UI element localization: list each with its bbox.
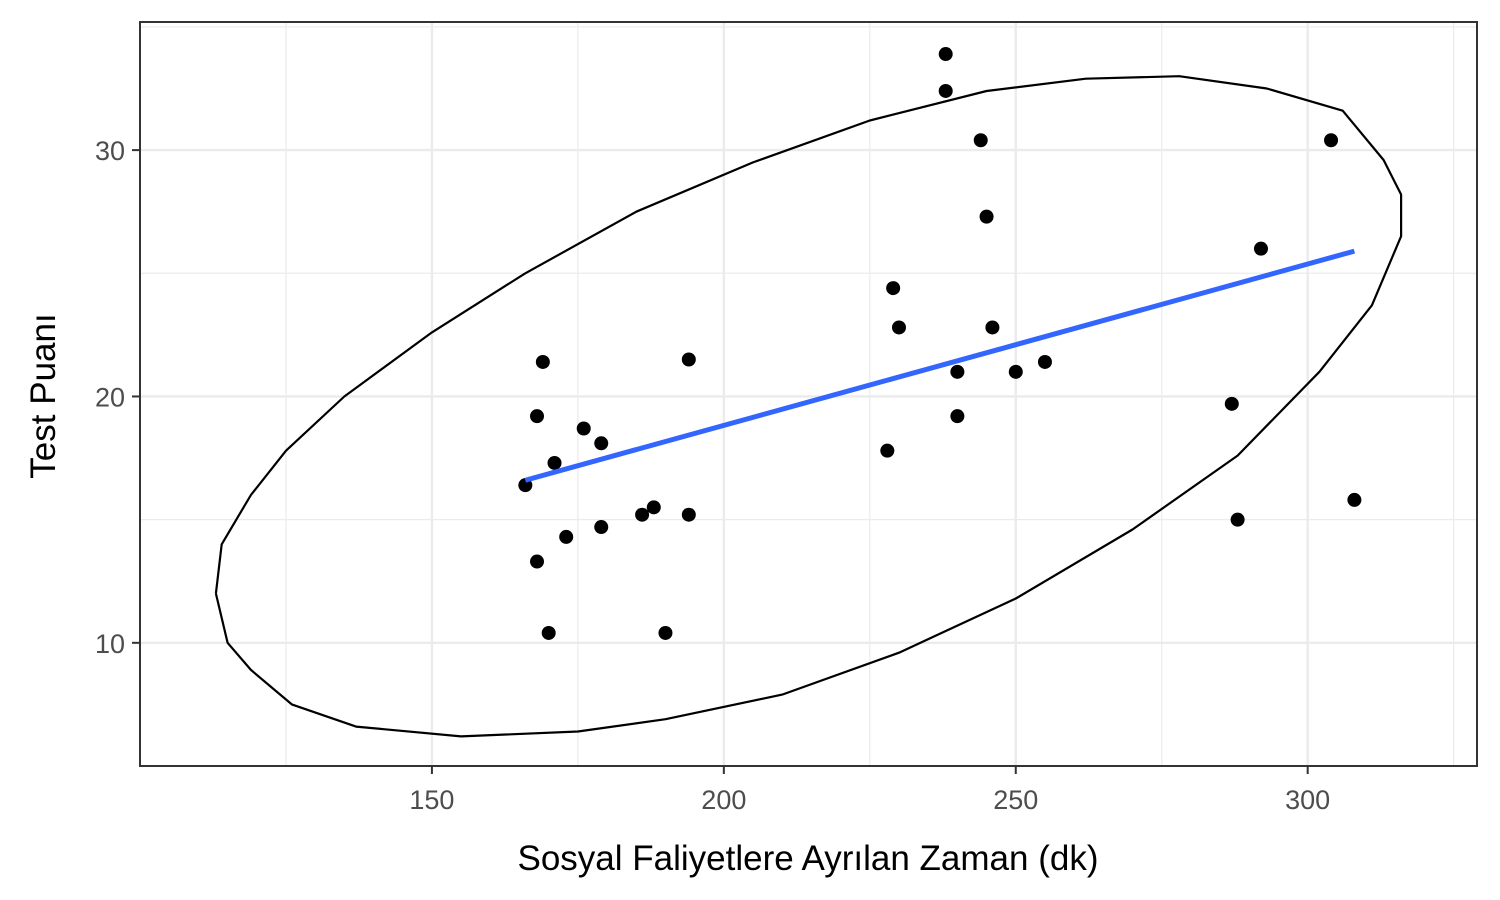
data-point: [979, 209, 994, 224]
data-point: [541, 625, 556, 640]
panel-border: [139, 21, 1478, 767]
data-point: [938, 47, 953, 62]
data-point: [1253, 241, 1268, 256]
data-point: [681, 352, 696, 367]
tick-labels: 150 200 250 300 10 20 30: [95, 136, 1330, 815]
data-point: [530, 409, 545, 424]
regression-line: [524, 248, 1356, 483]
data-point: [886, 281, 901, 296]
data-point: [1224, 396, 1239, 411]
fit-line: [524, 248, 1356, 483]
data-point: [594, 436, 609, 451]
y-axis-title: Test Puanı: [24, 313, 63, 478]
data-point: [576, 421, 591, 436]
data-point: [646, 500, 661, 515]
x-axis-title: Sosyal Faliyetlere Ayrılan Zaman (dk): [518, 839, 1099, 878]
data-point: [535, 354, 550, 369]
data-point: [559, 529, 574, 544]
data-point: [635, 507, 650, 522]
data-point: [530, 554, 545, 569]
data-point: [950, 364, 965, 379]
data-point: [985, 320, 1000, 335]
data-point: [594, 520, 609, 535]
ellipse-path: [214, 75, 1403, 738]
data-point: [681, 507, 696, 522]
minor-gridlines: [140, 22, 1477, 766]
confidence-ellipse: [214, 75, 1403, 738]
data-point: [1230, 512, 1245, 527]
data-point: [880, 443, 895, 458]
y-tick-label: 10: [95, 629, 125, 659]
data-point: [658, 625, 673, 640]
x-tick-label: 150: [409, 785, 454, 815]
y-tick-label: 20: [95, 382, 125, 412]
data-point: [973, 133, 988, 148]
data-point: [1008, 364, 1023, 379]
data-point: [938, 83, 953, 98]
data-point: [1347, 492, 1362, 507]
data-point: [1037, 354, 1052, 369]
data-points: [518, 47, 1362, 640]
data-point: [950, 409, 965, 424]
y-tick-label: 30: [95, 136, 125, 166]
x-tick-label: 250: [993, 785, 1038, 815]
major-gridlines: [140, 22, 1477, 766]
axis-ticks: [132, 149, 1309, 774]
x-tick-label: 200: [701, 785, 746, 815]
data-point: [1324, 133, 1339, 148]
data-point: [547, 455, 562, 470]
data-point: [891, 320, 906, 335]
x-tick-label: 300: [1285, 785, 1330, 815]
